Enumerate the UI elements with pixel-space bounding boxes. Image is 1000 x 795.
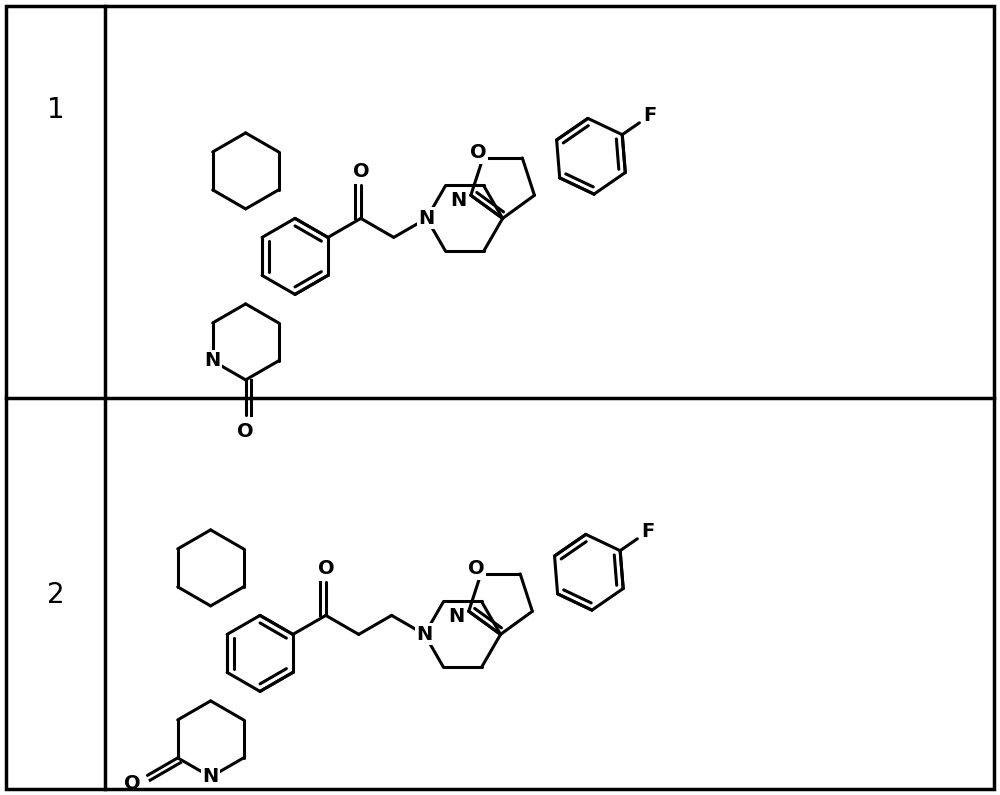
Text: 2: 2 xyxy=(47,581,65,609)
Text: O: O xyxy=(470,143,486,162)
Text: N: N xyxy=(451,191,467,210)
Text: N: N xyxy=(449,607,465,626)
Text: O: O xyxy=(353,162,369,181)
Text: O: O xyxy=(237,422,254,441)
Text: O: O xyxy=(468,560,484,579)
Text: N: N xyxy=(205,351,221,370)
Text: O: O xyxy=(124,774,141,793)
Text: F: F xyxy=(644,106,657,125)
Text: O: O xyxy=(318,560,334,579)
Text: N: N xyxy=(203,767,219,786)
Text: N: N xyxy=(419,209,435,228)
Text: 1: 1 xyxy=(47,96,65,124)
Text: N: N xyxy=(416,625,433,644)
Text: F: F xyxy=(641,522,655,541)
